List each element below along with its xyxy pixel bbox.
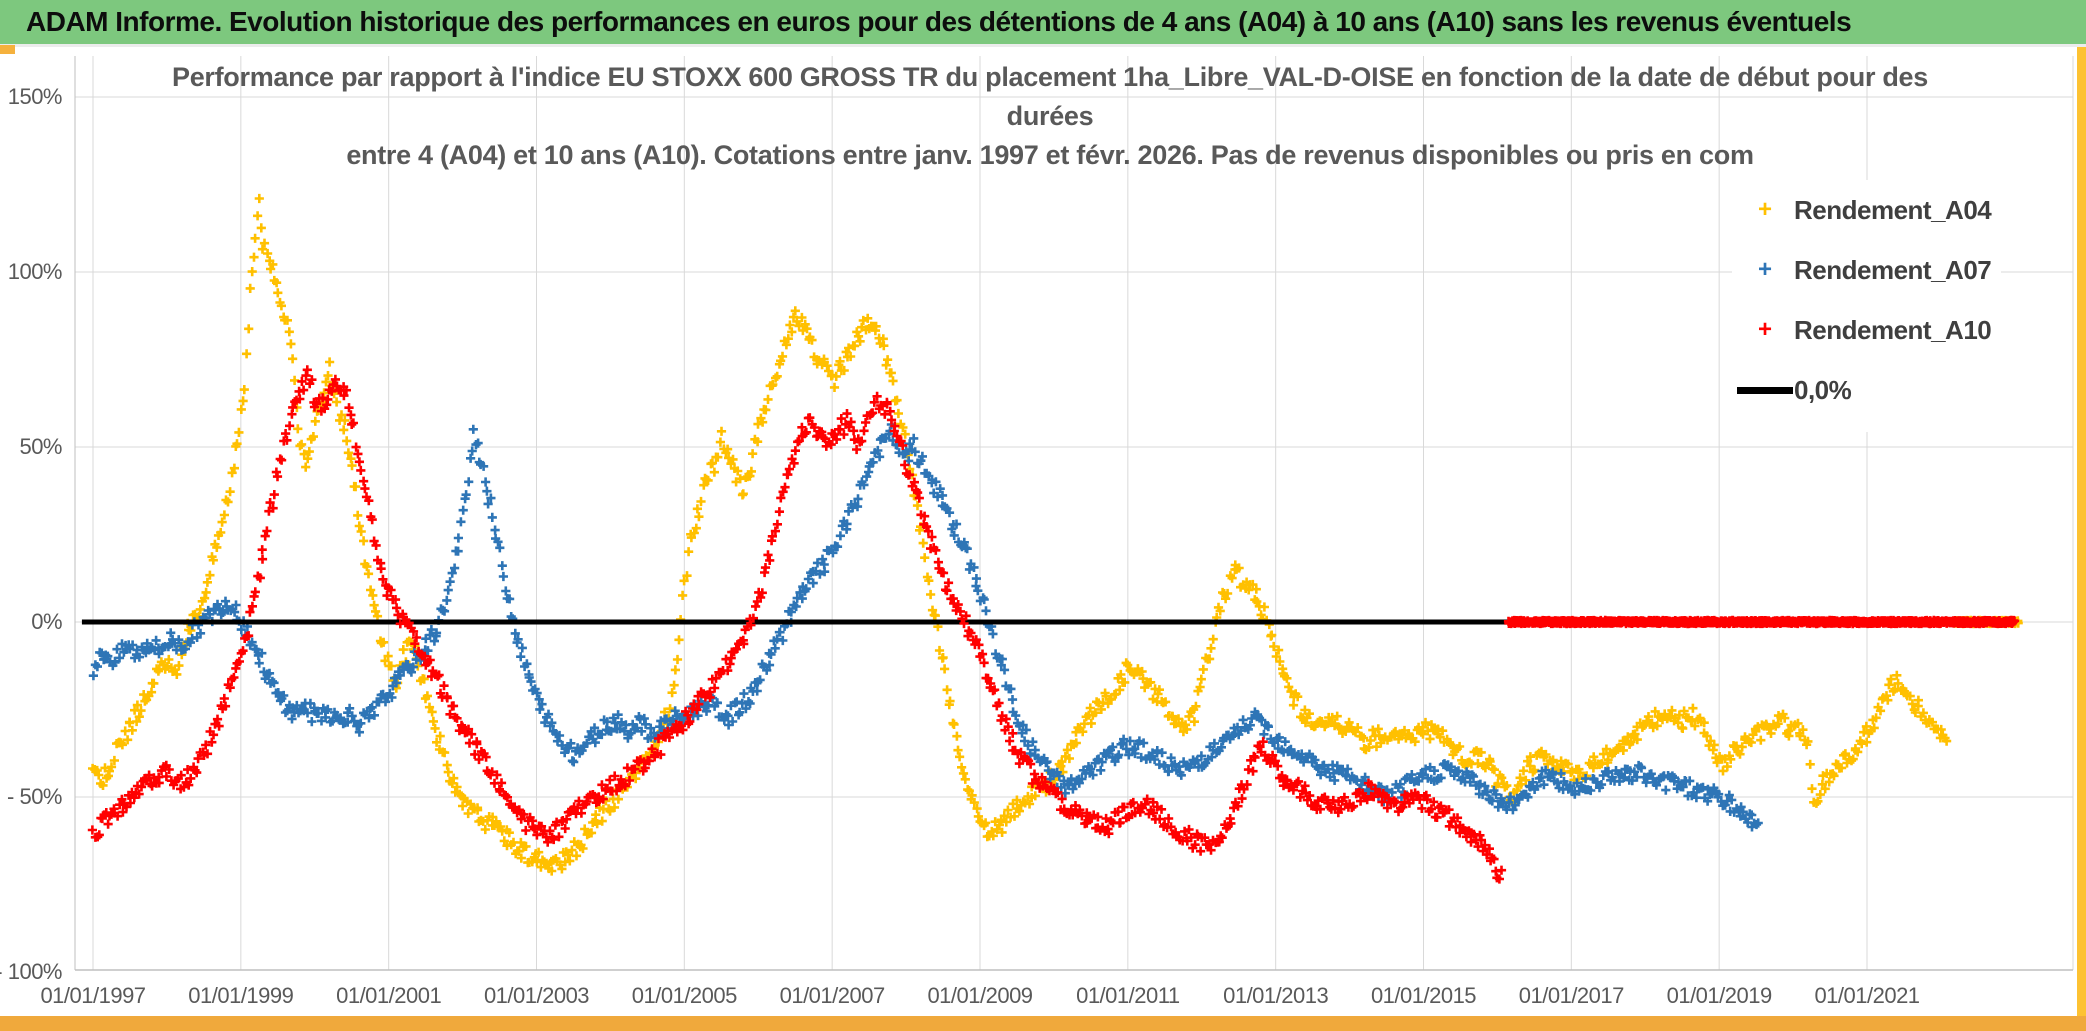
legend-plus-icon: +	[1736, 318, 1794, 342]
legend-label: Rendement_A10	[1794, 314, 1992, 345]
y-tick-label: 100%	[7, 259, 63, 284]
legend-item-rendement-a04[interactable]: + Rendement_A04	[1736, 186, 1992, 234]
legend-plus-swatch: +	[1757, 256, 1772, 283]
y-tick-label: 150%	[7, 84, 63, 109]
corner-accent	[0, 45, 15, 54]
chart-title-line2: entre 4 (A04) et 10 ans (A10). Cotations…	[346, 140, 1754, 170]
page-title: ADAM Informe. Evolution historique des p…	[26, 6, 1852, 37]
legend-label: Rendement_A04	[1794, 194, 1992, 225]
chart-title: Performance par rapport à l'indice EU ST…	[160, 58, 1940, 175]
y-tick-label: - 50%	[7, 784, 62, 809]
y-tick-label: 50%	[19, 434, 62, 459]
y-tick-label: 0%	[31, 609, 62, 634]
right-border-accent	[2077, 47, 2086, 1031]
x-tick-label: 01/01/2003	[483, 983, 590, 1008]
x-tick-label: 01/01/2017	[1518, 983, 1625, 1008]
legend-plus-icon: +	[1736, 258, 1794, 282]
x-tick-label: 01/01/2007	[779, 983, 886, 1008]
chart-legend: + Rendement_A04 + Rendement_A07 + Rendement_A…	[1732, 180, 2002, 432]
legend-item-0-0-[interactable]: 0,0%	[1736, 366, 1991, 414]
legend-plus-swatch: +	[1757, 316, 1772, 343]
legend-item-rendement-a07[interactable]: + Rendement_A07	[1736, 246, 1992, 294]
legend-line-swatch	[1737, 386, 1793, 394]
series-rendement-a10	[87, 365, 2020, 884]
x-tick-label: 01/01/2001	[336, 983, 442, 1008]
legend-label: 0,0%	[1794, 374, 1852, 405]
y-tick-label: - 100%	[0, 959, 63, 984]
x-tick-label: 01/01/2013	[1223, 983, 1329, 1008]
legend-line-icon	[1736, 386, 1794, 394]
bottom-border-accent	[0, 1016, 2086, 1031]
title-bar: ADAM Informe. Evolution historique des p…	[0, 0, 2086, 44]
x-tick-label: 01/01/2005	[631, 983, 738, 1008]
x-tick-label: 01/01/2021	[1814, 983, 1920, 1008]
x-tick-label: 01/01/1997	[40, 983, 146, 1008]
legend-item-rendement-a10[interactable]: + Rendement_A10	[1736, 306, 1992, 354]
x-tick-label: 01/01/2015	[1370, 983, 1477, 1008]
x-tick-label: 01/01/2009	[927, 983, 1033, 1008]
legend-label: Rendement_A07	[1794, 254, 1992, 285]
legend-plus-swatch: +	[1757, 196, 1772, 223]
title-divider	[0, 44, 2086, 47]
chart-title-line1: Performance par rapport à l'indice EU ST…	[171, 62, 1928, 131]
x-tick-label: 01/01/1999	[188, 983, 294, 1008]
legend-plus-icon: +	[1736, 198, 1794, 222]
x-tick-label: 01/01/2011	[1076, 983, 1180, 1008]
x-tick-label: 01/01/2019	[1666, 983, 1773, 1008]
